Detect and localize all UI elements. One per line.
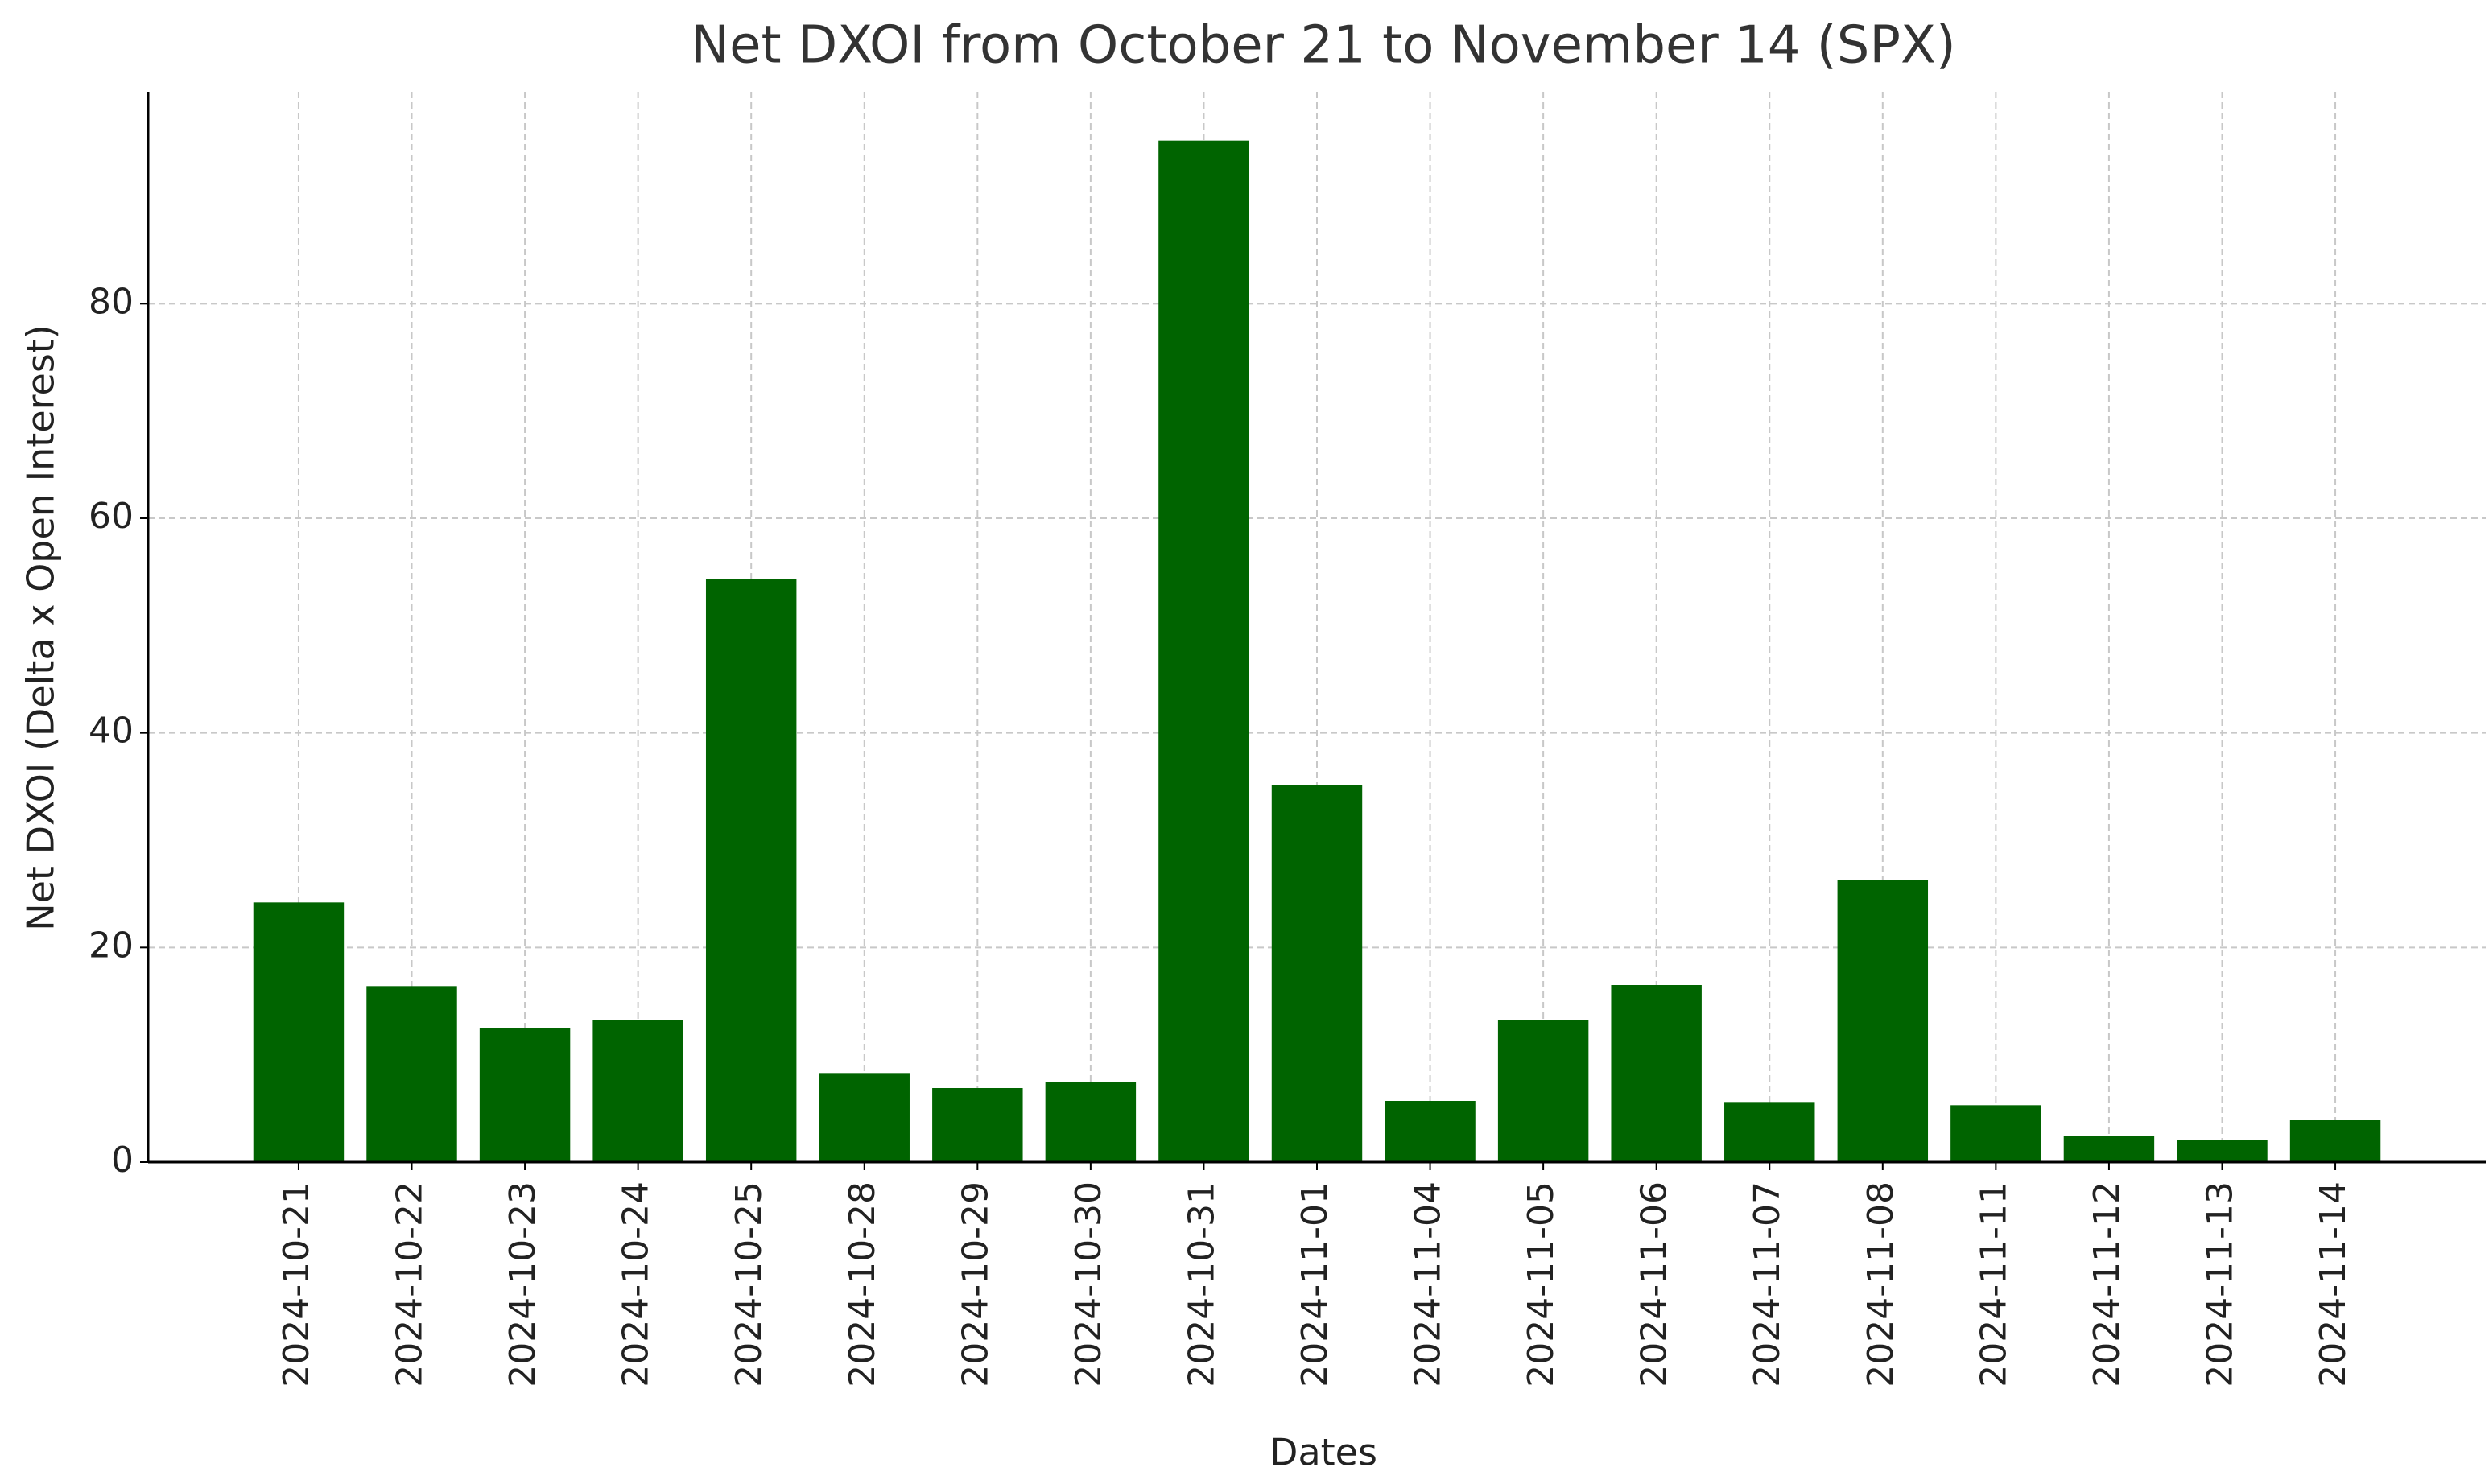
y-tick-label: 60 <box>89 496 134 537</box>
chart-title: Net DXOI from October 21 to November 14 … <box>691 16 1956 76</box>
y-axis-label: Net DXOI (Delta x Open Interest) <box>19 324 63 931</box>
bar <box>1271 785 1363 1162</box>
x-tick-label: 2024-10-23 <box>502 1181 543 1387</box>
x-tick-label: 2024-10-31 <box>1181 1181 1222 1387</box>
bar <box>366 986 457 1162</box>
bar <box>2289 1120 2381 1162</box>
y-tick-label: 80 <box>89 281 134 322</box>
bar <box>1611 985 1702 1162</box>
x-tick-label: 2024-11-07 <box>1747 1181 1788 1387</box>
bar <box>819 1073 910 1162</box>
x-tick-label: 2024-11-08 <box>1860 1181 1901 1387</box>
x-tick-label: 2024-10-21 <box>276 1181 317 1387</box>
bar <box>2177 1140 2268 1162</box>
bar <box>705 579 797 1162</box>
bar <box>1497 1020 1589 1162</box>
bar <box>479 1028 571 1162</box>
x-tick-label: 2024-11-04 <box>1408 1181 1449 1387</box>
bar <box>1158 140 1249 1163</box>
x-tick-label: 2024-11-05 <box>1521 1181 1562 1387</box>
y-tick-label: 40 <box>89 711 134 752</box>
bar <box>1724 1102 1815 1162</box>
x-tick-label: 2024-10-28 <box>842 1181 883 1387</box>
x-tick-label: 2024-11-01 <box>1294 1181 1335 1387</box>
x-tick-label: 2024-11-13 <box>2199 1181 2240 1387</box>
x-tick-label: 2024-10-24 <box>616 1181 657 1387</box>
bar <box>1045 1082 1137 1162</box>
bar <box>932 1088 1023 1162</box>
bar <box>2063 1136 2155 1162</box>
bar <box>1385 1101 1476 1162</box>
x-axis-label: Dates <box>1269 1431 1377 1474</box>
x-tick-label: 2024-11-14 <box>2313 1181 2354 1387</box>
bar <box>1950 1105 2041 1162</box>
x-tick-label: 2024-10-29 <box>955 1181 996 1387</box>
x-tick-label: 2024-10-30 <box>1068 1181 1109 1387</box>
x-tick-label: 2024-10-25 <box>729 1181 770 1387</box>
bar <box>253 902 345 1162</box>
x-tick-label: 2024-11-06 <box>1634 1181 1675 1387</box>
bar <box>1837 880 1929 1162</box>
y-tick-label: 0 <box>111 1140 134 1181</box>
x-tick-label: 2024-11-12 <box>2087 1181 2128 1387</box>
bar <box>592 1020 683 1162</box>
x-tick-label: 2024-10-22 <box>390 1181 431 1387</box>
x-tick-label: 2024-11-11 <box>1973 1181 2014 1387</box>
y-tick-label: 20 <box>89 925 134 966</box>
